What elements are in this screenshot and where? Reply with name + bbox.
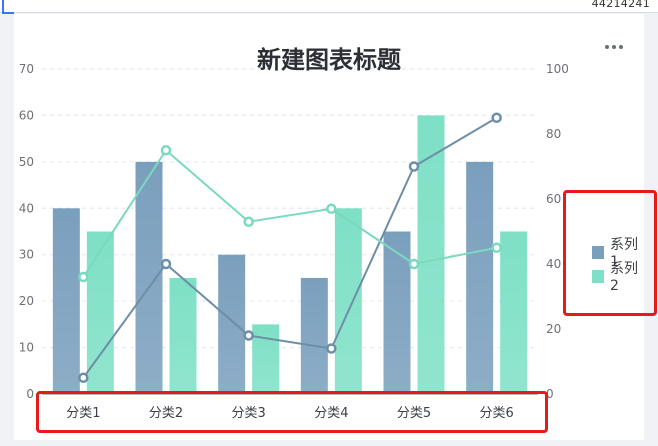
top-number: 44214241 — [591, 0, 650, 10]
x-tick-label-6: 分类6 — [480, 406, 514, 421]
line-point-3-分类5[interactable] — [408, 161, 420, 172]
legend-label-series-1: 系列1 — [609, 237, 638, 270]
line-point-4-分类2[interactable] — [160, 145, 172, 156]
y-left-tick-label: 40 — [19, 201, 34, 215]
bar-series-1-分类5[interactable] — [383, 231, 411, 395]
line-point-4-分类1[interactable] — [78, 271, 89, 283]
chart-canvas[interactable]: 0 10 20 30 40 50 60 70 0 20 40 60 80 100 分类1 分类2 分类3 分类4 分… — [14, 14, 644, 440]
bar-series-1-分类1[interactable] — [52, 208, 80, 394]
line-series-3[interactable] — [82, 116, 498, 379]
legend-swatch-series-2 — [592, 269, 604, 283]
legend-item-series-1[interactable]: 系列1 — [592, 237, 644, 270]
line-point-3-分类1[interactable] — [78, 372, 89, 383]
y-right-tick-label: 80 — [546, 127, 561, 141]
bar-series-1-分类2[interactable] — [135, 161, 163, 394]
y-left-tick-label: 20 — [19, 294, 34, 308]
bar-series-2-分类4[interactable] — [334, 208, 362, 394]
y-left-tick-label: 10 — [19, 341, 34, 355]
bar-series-2-分类2[interactable] — [169, 277, 197, 394]
y-left-tick-label: 60 — [19, 108, 34, 122]
x-tick-label-4: 分类4 — [314, 406, 348, 421]
y-left-tick-label: 0 — [26, 387, 34, 401]
y-right-tick-label: 100 — [546, 62, 569, 76]
bar-series-2-分类6[interactable] — [500, 231, 528, 395]
legend-label-series-2: 系列2 — [609, 261, 638, 294]
y-right-tick-label: 0 — [546, 387, 554, 401]
legend-swatch-series-1 — [592, 245, 604, 259]
selection-corner-mark — [2, 0, 14, 14]
line-point-4-分类6[interactable] — [491, 242, 502, 253]
line-point-4-分类5[interactable] — [408, 258, 420, 270]
bar-series-1-分类6[interactable] — [466, 161, 494, 394]
more-options-icon[interactable] — [602, 42, 626, 52]
top-strip: 44214241 — [0, 0, 658, 14]
y-right-tick-label: 20 — [546, 322, 561, 336]
bar-series-2-分类1[interactable] — [86, 231, 114, 395]
x-tick-label-5: 分类5 — [397, 406, 431, 421]
x-tick-label-2: 分类2 — [149, 406, 183, 421]
bar-series-1-分类4[interactable] — [300, 277, 328, 394]
chart-card[interactable]: 0 10 20 30 40 50 60 70 0 20 40 60 80 100 分类1 分类2 分类3 分类4 分… — [14, 14, 644, 440]
line-point-3-分类3[interactable] — [243, 330, 254, 341]
x-tick-label-3: 分类3 — [232, 406, 266, 421]
line-point-3-分类4[interactable] — [326, 343, 337, 354]
y-left-tick-label: 30 — [19, 248, 34, 262]
chart-title[interactable]: 新建图表标题 — [257, 46, 401, 74]
line-point-3-分类2[interactable] — [160, 258, 172, 270]
x-tick-label-1: 分类1 — [66, 406, 100, 421]
y-left-tick-label: 70 — [19, 62, 34, 76]
line-point-4-分类3[interactable] — [243, 216, 254, 227]
line-point-3-分类6[interactable] — [491, 112, 502, 123]
highlight-box-categories — [36, 391, 548, 433]
bar-series-1-分类3[interactable] — [218, 254, 246, 394]
line-point-4-分类4[interactable] — [326, 203, 337, 214]
y-right-tick-label: 60 — [546, 192, 561, 206]
y-right-tick-label: 40 — [546, 257, 561, 271]
legend-item-series-2[interactable]: 系列2 — [592, 261, 644, 294]
highlight-box-legend — [563, 190, 657, 316]
line-series-4[interactable] — [82, 148, 497, 278]
y-left-tick-label: 50 — [19, 155, 34, 169]
bar-series-2-分类3[interactable] — [252, 324, 280, 394]
chart-legend[interactable]: 系列1 系列2 — [592, 237, 644, 294]
